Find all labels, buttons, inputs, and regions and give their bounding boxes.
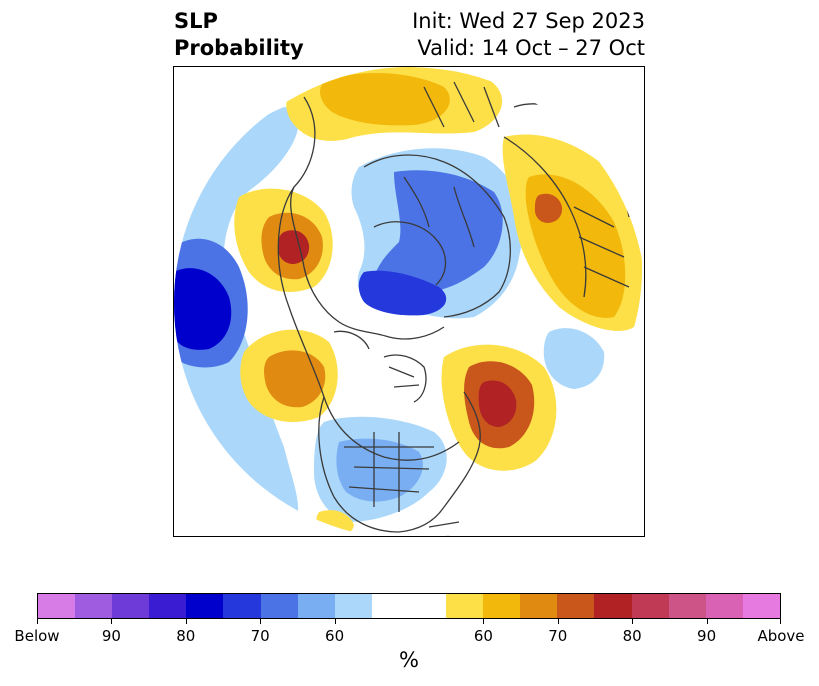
colorbar-segment bbox=[483, 594, 521, 618]
colorbar-unit-label: % bbox=[399, 648, 419, 672]
colorbar-segment bbox=[408, 594, 447, 618]
above-core-northeast-pacific bbox=[264, 350, 326, 408]
colorbar-segment bbox=[112, 594, 150, 618]
below-region-north-atlantic bbox=[543, 328, 605, 389]
title-init-date: Init: Wed 27 Sep 2023 bbox=[412, 9, 645, 33]
colorbar-tick bbox=[335, 619, 336, 624]
title-product: Probability bbox=[174, 36, 304, 60]
colorbar-segment bbox=[705, 594, 743, 618]
colorbar-segment bbox=[75, 594, 113, 618]
colorbar-segment bbox=[334, 594, 372, 618]
colorbar-segment bbox=[260, 594, 298, 618]
map-svg bbox=[174, 67, 644, 536]
colorbar-tick-label: 90 bbox=[697, 627, 717, 645]
below-region-arctic-core bbox=[374, 170, 503, 293]
colorbar-segment bbox=[557, 594, 595, 618]
colorbar-tick-label: 60 bbox=[473, 627, 493, 645]
below-region-north-america-core bbox=[336, 438, 423, 502]
above-normal-cores bbox=[261, 72, 626, 449]
colorbar-tick bbox=[37, 619, 38, 624]
colorbar-tick-label: 90 bbox=[101, 627, 121, 645]
colorbar-tick bbox=[632, 619, 633, 624]
colorbar-tick bbox=[780, 619, 781, 624]
colorbar-tick-label: Below bbox=[14, 627, 60, 645]
chart-title-right: Init: Wed 27 Sep 2023 Valid: 14 Oct – 27… bbox=[412, 8, 645, 62]
colorbar-segment bbox=[446, 594, 484, 618]
colorbar-tick bbox=[260, 619, 261, 624]
colorbar-segment bbox=[742, 594, 780, 618]
colorbar-tick bbox=[483, 619, 484, 624]
colorbar-segment bbox=[668, 594, 706, 618]
colorbar-segment bbox=[38, 594, 76, 618]
colorbar-tick-label: 80 bbox=[176, 627, 196, 645]
colorbar-tick-label: Above bbox=[757, 627, 805, 645]
colorbar bbox=[37, 593, 781, 619]
colorbar-segment bbox=[149, 594, 187, 618]
colorbar-segment bbox=[186, 594, 224, 618]
above-peak-siberia bbox=[534, 193, 563, 223]
below-region-pacific-inner bbox=[174, 268, 232, 350]
colorbar-segment bbox=[520, 594, 558, 618]
colorbar-tick-label: 80 bbox=[622, 627, 642, 645]
colorbar-segment bbox=[297, 594, 335, 618]
chart-title-left: SLP Probability bbox=[174, 8, 304, 62]
colorbar-tick-label: 70 bbox=[548, 627, 568, 645]
colorbar-tick bbox=[707, 619, 708, 624]
above-core-europe bbox=[320, 72, 450, 126]
colorbar-segment bbox=[631, 594, 669, 618]
colorbar-segment bbox=[223, 594, 261, 618]
colorbar-segment bbox=[371, 594, 409, 618]
colorbar-tick-label: 60 bbox=[325, 627, 345, 645]
colorbar-tick bbox=[111, 619, 112, 624]
below-region-siberia-arm bbox=[358, 270, 447, 316]
colorbar-tick bbox=[186, 619, 187, 624]
above-peak-north-atlantic bbox=[478, 380, 517, 427]
colorbar-tick bbox=[558, 619, 559, 624]
probability-map bbox=[173, 66, 645, 537]
colorbar-tick-label: 70 bbox=[250, 627, 270, 645]
colorbar-segment bbox=[594, 594, 632, 618]
title-valid-range: Valid: 14 Oct – 27 Oct bbox=[417, 36, 645, 60]
title-variable: SLP bbox=[174, 9, 218, 33]
